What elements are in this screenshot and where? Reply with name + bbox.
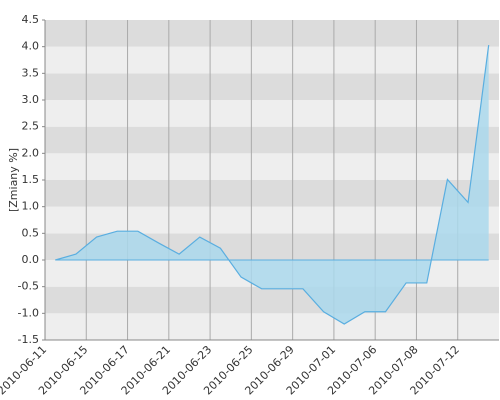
stripe xyxy=(45,153,499,180)
y-tick-label: 0.5 xyxy=(22,226,40,239)
y-tick-label: 1.0 xyxy=(22,200,40,213)
stripe xyxy=(45,20,499,47)
y-tick-label: -1.0 xyxy=(18,306,39,319)
stripe xyxy=(45,206,499,234)
stripe xyxy=(45,100,499,127)
stripe xyxy=(45,126,499,154)
y-tick-label: 1.5 xyxy=(22,173,40,186)
line xyxy=(55,44,490,325)
stripe xyxy=(45,180,499,207)
stripe xyxy=(45,313,499,340)
stripe xyxy=(45,286,499,314)
y-axis-label: [Zmiany %] xyxy=(7,148,20,212)
stripe xyxy=(45,73,499,100)
y-tick-label: 2.5 xyxy=(22,120,40,133)
stripe xyxy=(45,46,499,74)
y-tick-label: 4.0 xyxy=(22,40,40,53)
y-tick-label: 4.5 xyxy=(22,13,40,26)
y-tick-label: 3.0 xyxy=(22,93,40,106)
y-tick-label: 0.0 xyxy=(22,253,40,266)
y-tick-label: 2.0 xyxy=(22,146,40,159)
y-tick-label: -0.5 xyxy=(18,280,39,293)
y-tick-label: 3.5 xyxy=(22,66,40,79)
area xyxy=(55,45,489,325)
y-tick-label: -1.5 xyxy=(18,333,39,346)
